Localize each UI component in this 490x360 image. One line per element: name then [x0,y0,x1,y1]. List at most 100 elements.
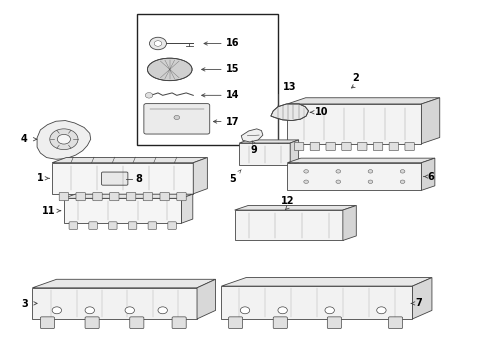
Text: 2: 2 [352,73,359,83]
Polygon shape [32,288,197,319]
Circle shape [240,307,250,314]
Text: 15: 15 [226,64,240,75]
Polygon shape [413,278,432,319]
FancyBboxPatch shape [69,222,77,229]
FancyBboxPatch shape [326,142,335,150]
Circle shape [400,180,405,184]
Circle shape [400,170,405,173]
FancyBboxPatch shape [148,222,157,229]
FancyBboxPatch shape [144,104,210,134]
Text: 11: 11 [42,206,55,216]
Circle shape [325,307,334,314]
Polygon shape [287,163,421,190]
Circle shape [149,37,167,50]
Circle shape [304,180,309,184]
Polygon shape [343,206,356,240]
FancyBboxPatch shape [89,222,98,229]
Text: 6: 6 [427,172,434,181]
Circle shape [125,307,134,314]
FancyBboxPatch shape [143,193,152,201]
Polygon shape [193,158,207,194]
FancyBboxPatch shape [101,172,128,185]
Polygon shape [64,198,181,223]
FancyBboxPatch shape [93,193,102,201]
Text: 5: 5 [229,174,236,184]
Text: 1: 1 [37,173,44,183]
FancyBboxPatch shape [405,142,415,150]
Text: 12: 12 [281,196,294,206]
Polygon shape [64,194,193,198]
FancyBboxPatch shape [342,142,351,150]
Ellipse shape [147,58,192,81]
FancyBboxPatch shape [358,142,367,150]
Polygon shape [421,98,440,144]
Polygon shape [290,140,298,166]
Circle shape [158,307,168,314]
Text: 4: 4 [21,134,27,144]
Polygon shape [32,279,216,288]
Circle shape [50,129,78,150]
Polygon shape [197,279,216,319]
Circle shape [304,170,309,173]
FancyBboxPatch shape [76,193,85,201]
Circle shape [145,93,153,98]
Polygon shape [235,206,356,210]
Polygon shape [421,158,435,190]
FancyBboxPatch shape [59,193,69,201]
Circle shape [278,307,287,314]
Polygon shape [287,158,435,163]
Polygon shape [235,210,343,240]
Circle shape [85,307,95,314]
Polygon shape [52,163,193,194]
FancyBboxPatch shape [172,317,186,329]
FancyBboxPatch shape [294,142,304,150]
FancyBboxPatch shape [130,317,144,329]
FancyBboxPatch shape [160,193,170,201]
FancyBboxPatch shape [273,317,287,329]
FancyBboxPatch shape [126,193,136,201]
Text: 8: 8 [136,174,143,184]
Polygon shape [287,104,421,144]
Circle shape [368,180,373,184]
Text: 16: 16 [226,39,240,49]
Text: 14: 14 [226,90,240,100]
Polygon shape [37,121,91,159]
FancyBboxPatch shape [110,193,119,201]
FancyBboxPatch shape [168,222,176,229]
Text: 3: 3 [22,300,28,309]
Circle shape [336,180,341,184]
Bar [137,14,278,145]
Text: 17: 17 [226,117,240,126]
Circle shape [154,41,162,46]
Polygon shape [239,143,290,166]
Circle shape [52,307,62,314]
Text: 10: 10 [315,107,328,117]
FancyBboxPatch shape [389,317,403,329]
FancyBboxPatch shape [177,193,186,201]
FancyBboxPatch shape [389,142,398,150]
Polygon shape [241,129,263,142]
FancyBboxPatch shape [40,317,54,329]
Polygon shape [271,104,309,121]
FancyBboxPatch shape [373,142,383,150]
FancyBboxPatch shape [109,222,117,229]
Text: 13: 13 [283,82,296,92]
FancyBboxPatch shape [228,317,243,329]
Text: 9: 9 [250,145,257,156]
Text: 7: 7 [416,298,422,309]
Circle shape [57,134,71,144]
Circle shape [368,170,373,173]
FancyBboxPatch shape [327,317,342,329]
FancyBboxPatch shape [85,317,99,329]
Polygon shape [287,98,440,104]
FancyBboxPatch shape [128,222,137,229]
Polygon shape [221,286,413,319]
Polygon shape [239,140,298,143]
FancyBboxPatch shape [310,142,319,150]
Circle shape [336,170,341,173]
Circle shape [174,116,180,120]
Polygon shape [221,278,432,286]
Circle shape [377,307,386,314]
Polygon shape [181,194,193,223]
Polygon shape [52,158,207,163]
